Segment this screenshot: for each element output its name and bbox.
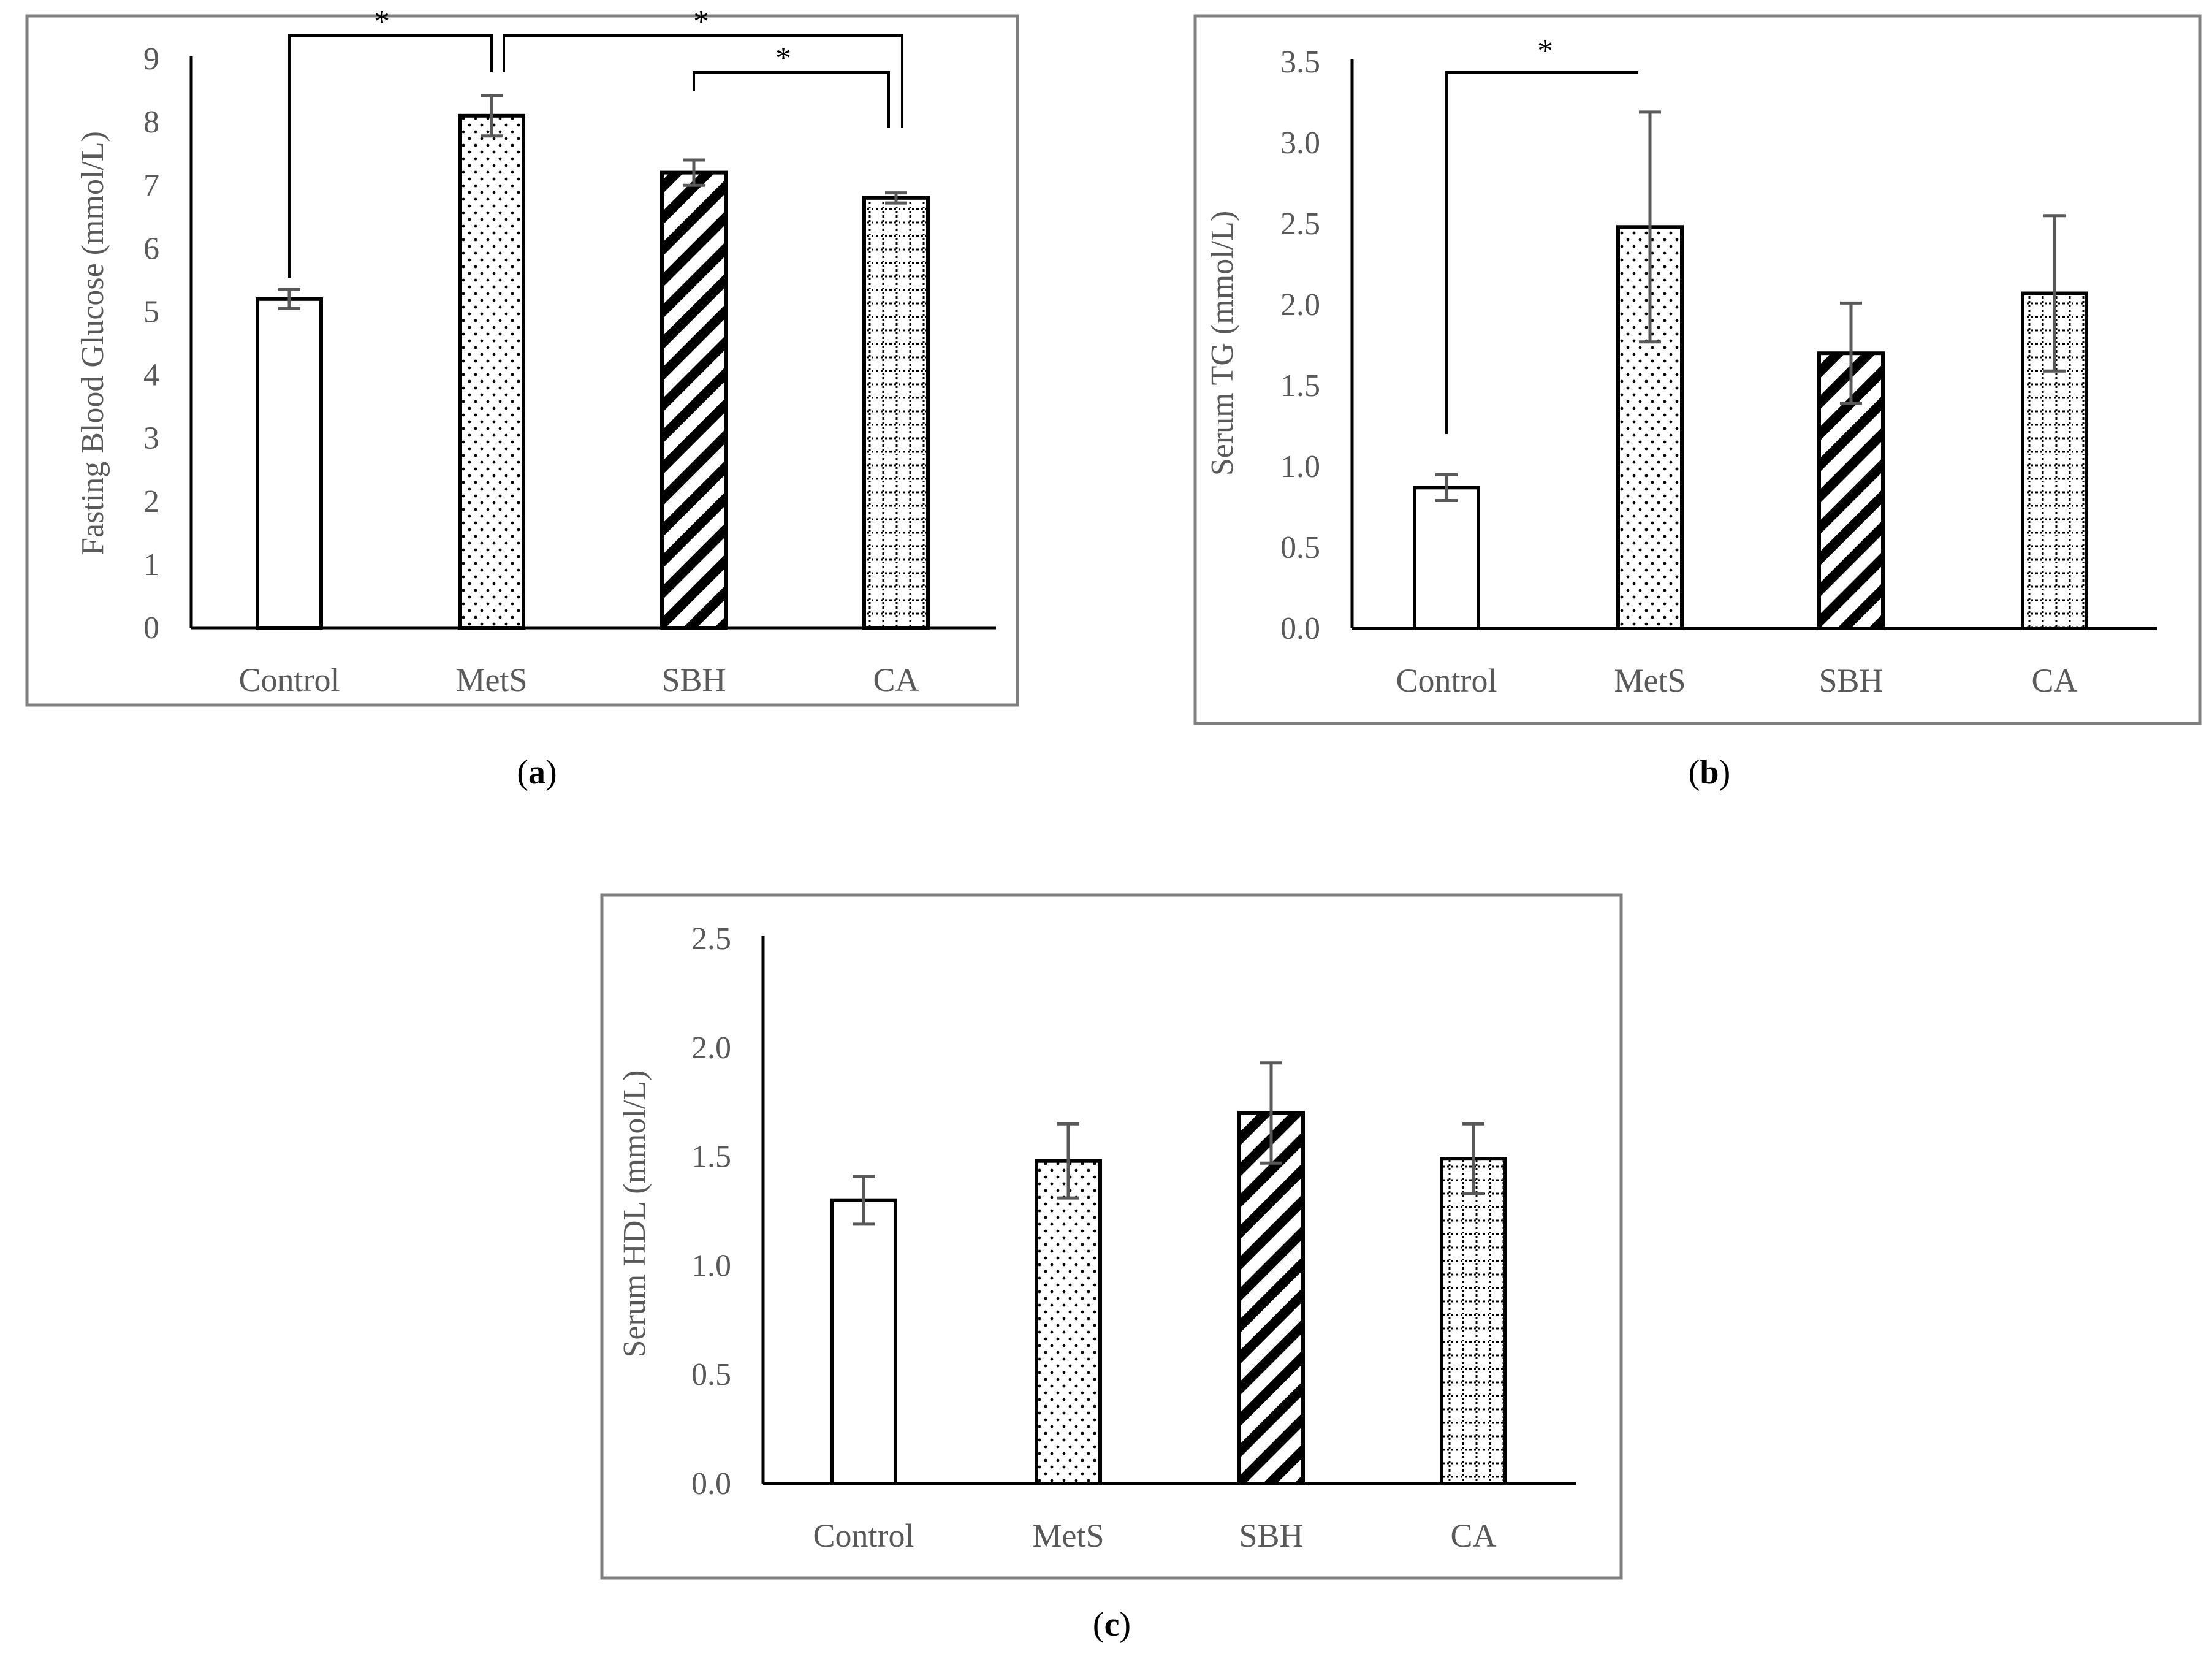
- category-label: SBH: [661, 661, 726, 698]
- significance-bracket: [693, 71, 890, 128]
- chart-panel-b: 0.0 0.5 1.0 1.5 2.0 2.5 3.0 3.5 Serum TG (mmol/L…: [1193, 14, 2202, 725]
- chart-frame: [600, 893, 1623, 1580]
- y-tick-label: 1.5: [691, 1140, 731, 1175]
- y-tick-label: 1.5: [1280, 368, 1320, 403]
- bar-mets: [1035, 1159, 1102, 1486]
- category-label: SBH: [1239, 1517, 1303, 1554]
- y-tick-label: 4: [143, 358, 159, 393]
- chart-frame: [1193, 14, 2202, 725]
- category-label: CA: [873, 661, 919, 698]
- y-tick-label: 3.0: [1280, 126, 1320, 161]
- chart-frame: [25, 14, 1019, 707]
- category-label: MetS: [1614, 662, 1686, 699]
- category-label: CA: [2031, 662, 2077, 699]
- y-tick-label: 0.5: [1280, 530, 1320, 565]
- y-tick-label: 6: [143, 231, 159, 266]
- y-tick-label: 2.0: [691, 1031, 731, 1065]
- caption-a: (a): [517, 753, 557, 791]
- y-tick-label: 5: [143, 294, 159, 329]
- y-tick-label: 2.5: [691, 921, 731, 956]
- bar-ca: [1440, 1157, 1507, 1485]
- chart-panel-c: 0.0 0.5 1.0 1.5 2.0 2.5 Serum HDL (mmol/L) Cont…: [600, 893, 1623, 1580]
- y-tick-label: 7: [143, 168, 159, 203]
- y-tick-label: 3: [143, 421, 159, 456]
- significance-bracket: [1445, 71, 1638, 434]
- y-tick-label: 1.0: [691, 1248, 731, 1283]
- significance-star: *: [1537, 34, 1553, 69]
- caption-c: (c): [1093, 1606, 1131, 1644]
- category-label: MetS: [455, 661, 527, 698]
- y-tick-label: 8: [143, 105, 159, 140]
- y-tick-label: 0.0: [1280, 611, 1320, 646]
- y-tick-label: 3.5: [1280, 45, 1320, 80]
- category-label: Control: [1396, 662, 1497, 699]
- y-tick-label: 9: [143, 42, 159, 77]
- significance-bracket: [503, 34, 903, 128]
- category-label: CA: [1450, 1517, 1496, 1554]
- y-tick-label: 2.0: [1280, 288, 1320, 322]
- category-label: Control: [238, 661, 340, 698]
- y-tick-label: 0: [143, 611, 159, 646]
- significance-star: *: [693, 4, 709, 39]
- y-tick-label: 2.5: [1280, 207, 1320, 242]
- y-tick-label: 1: [143, 547, 159, 582]
- y-tick-label: 2: [143, 484, 159, 519]
- bar-sbh: [1237, 1111, 1305, 1485]
- bar-control: [1413, 486, 1480, 630]
- bar-ca: [862, 196, 930, 630]
- significance-star: *: [374, 4, 390, 39]
- chart-panel-a: 0 1 2 3 4 5 6 7 8 9 Fasting Blood Glucose (mmol/L)…: [25, 4, 1019, 707]
- y-tick-label: 1.0: [1280, 449, 1320, 484]
- bar-mets: [458, 113, 525, 630]
- y-axis-label: Serum HDL (mmol/L): [617, 1070, 652, 1358]
- significance-bracket: [288, 34, 493, 278]
- y-tick-label: 0.5: [691, 1357, 731, 1392]
- caption-b: (b): [1689, 753, 1730, 791]
- y-axis-label: Serum TG (mmol/L): [1205, 211, 1240, 476]
- category-label: SBH: [1819, 662, 1883, 699]
- y-tick-label: 0.0: [691, 1466, 731, 1501]
- bar-control: [830, 1198, 897, 1485]
- bar-sbh: [660, 170, 728, 630]
- y-axis-label: Fasting Blood Glucose (mmol/L): [75, 131, 110, 555]
- category-label: Control: [813, 1517, 914, 1554]
- bar-control: [256, 297, 323, 630]
- significance-star: *: [775, 41, 791, 76]
- category-label: MetS: [1032, 1517, 1104, 1554]
